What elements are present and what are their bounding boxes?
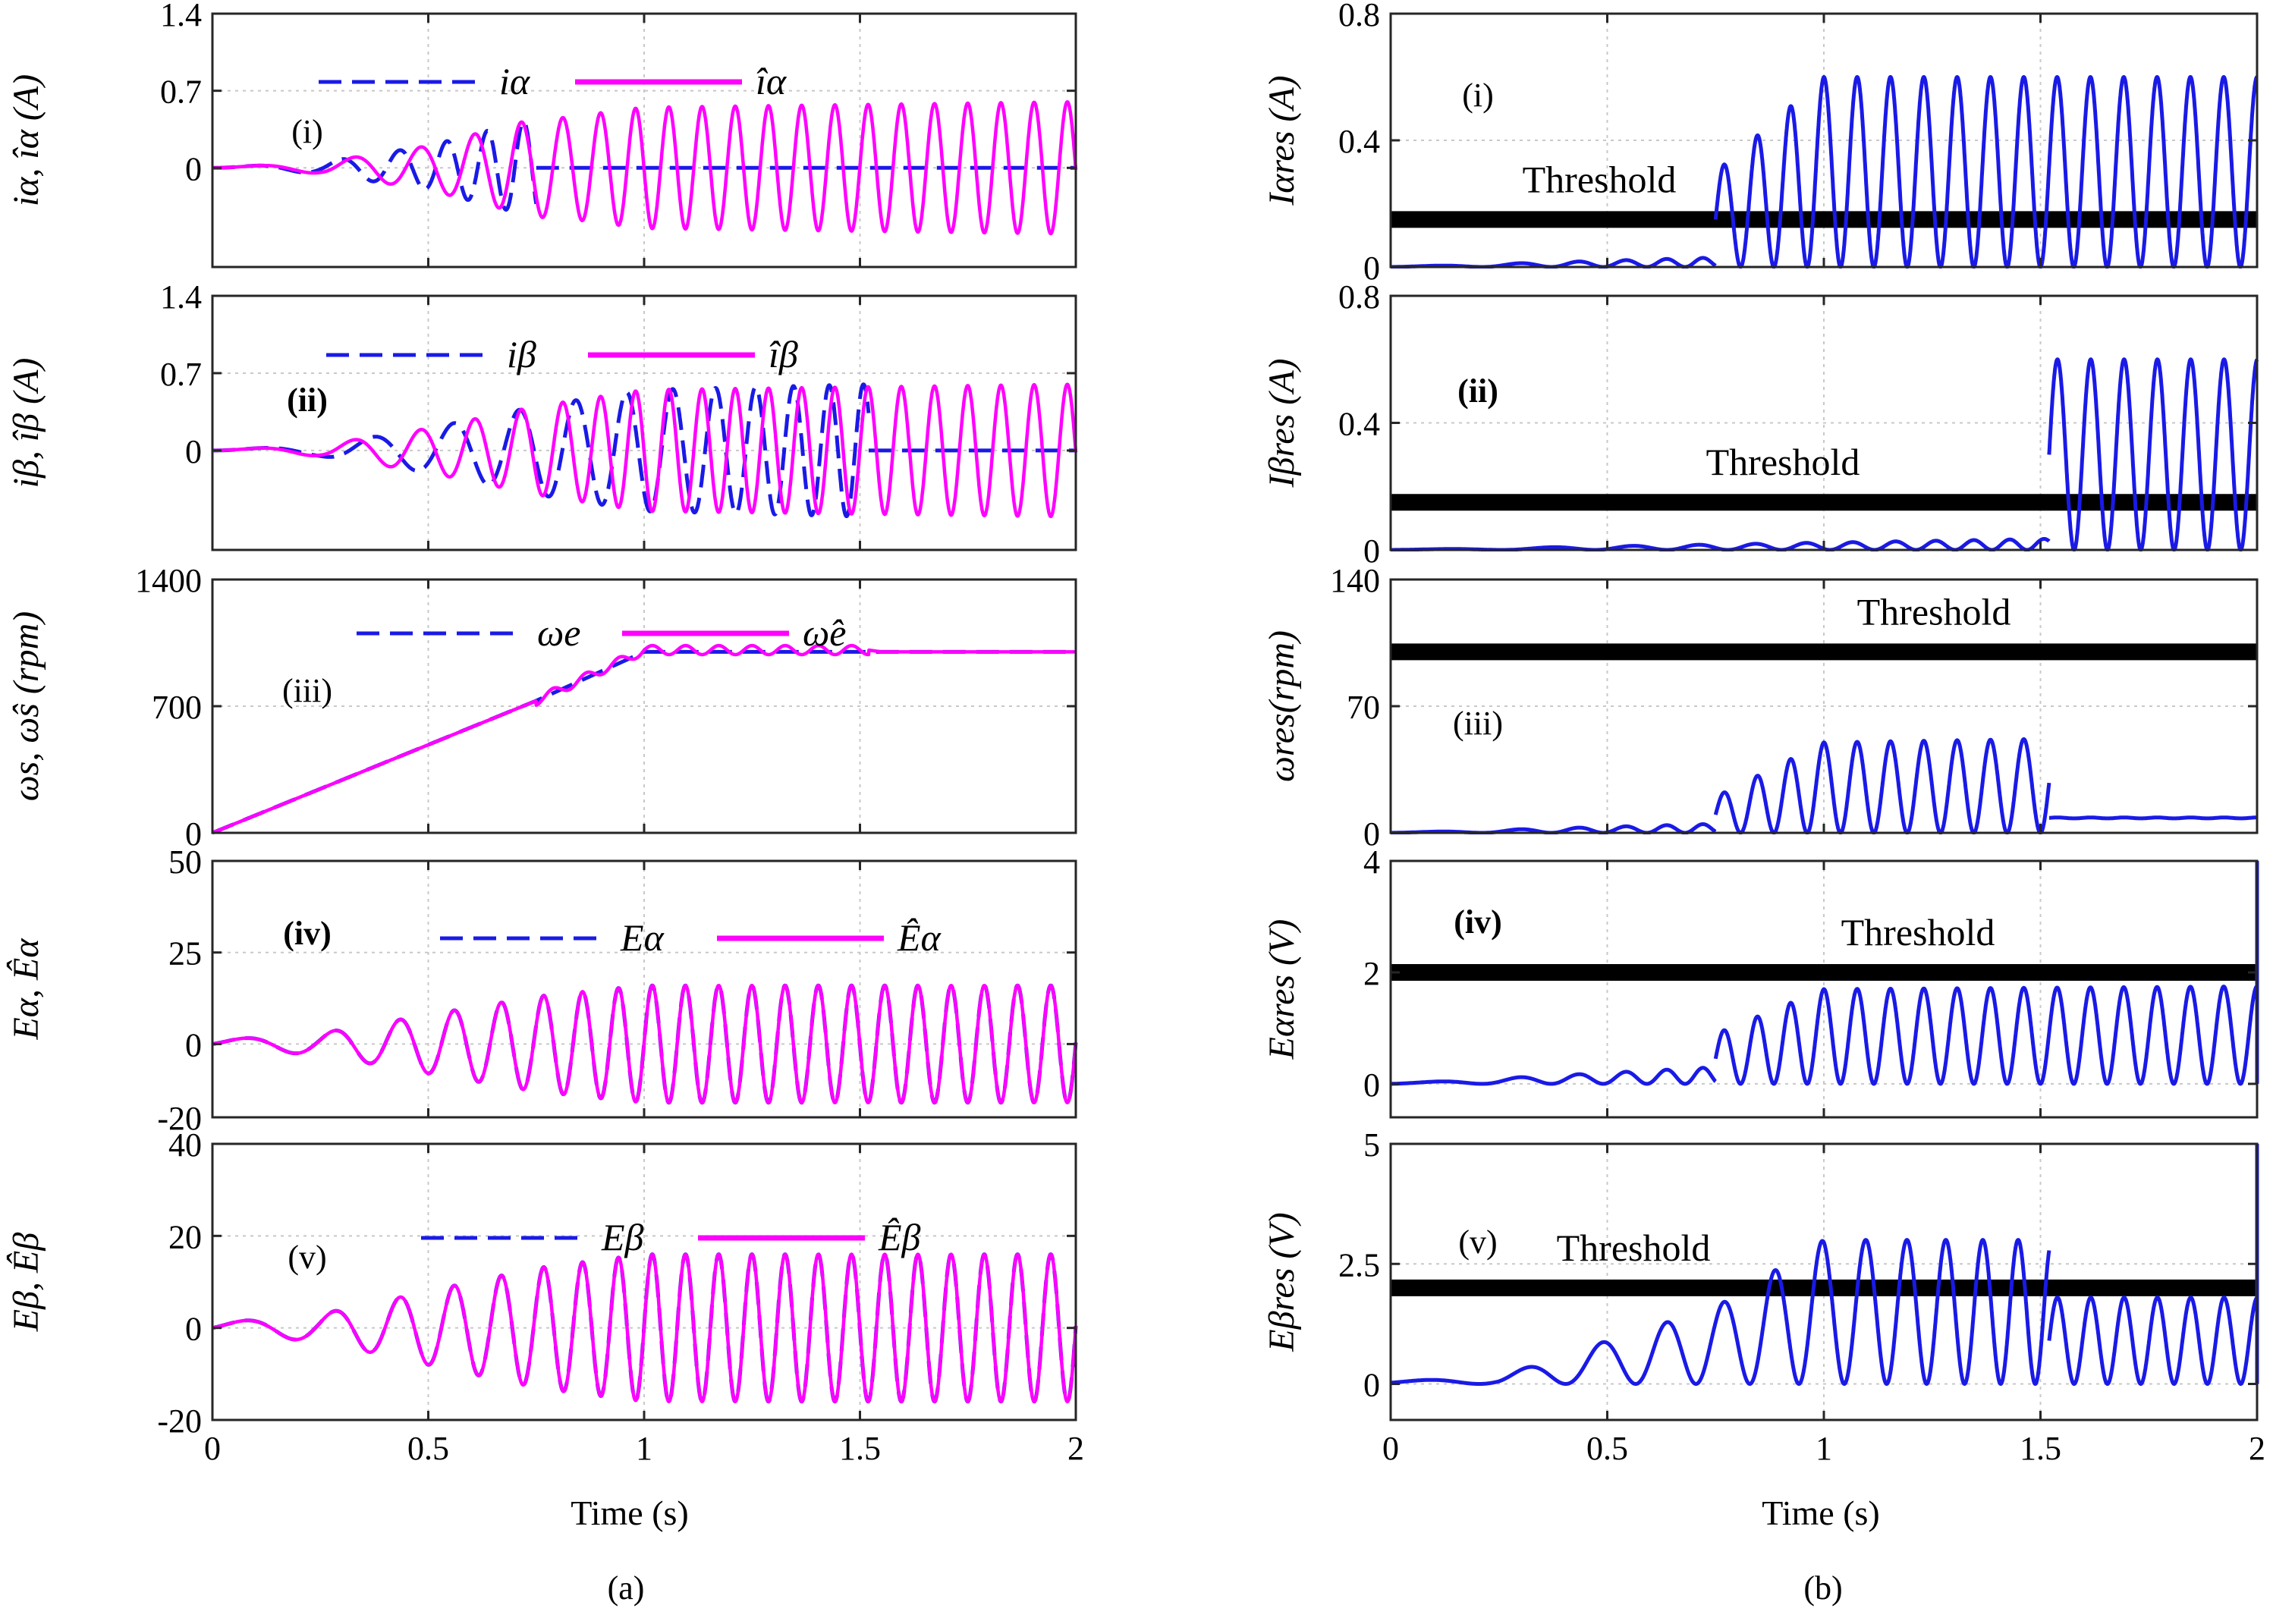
y-axis-title-a5: Eβ, Êβ xyxy=(6,1233,46,1333)
y-tick-label: 0 xyxy=(185,1026,202,1063)
y-tick-label: 0.4 xyxy=(1338,123,1380,160)
threshold-label-b3: Threshold xyxy=(1857,590,2011,633)
legend-label-a1-0: iα xyxy=(499,60,531,102)
panel-label-b2: (ii) xyxy=(1457,372,1498,410)
y-tick-label: 0 xyxy=(1363,1367,1380,1404)
y-tick-label: 700 xyxy=(152,689,202,726)
y-tick-label: 20 xyxy=(168,1218,202,1255)
y-axis-title-a4: Eα, Êα xyxy=(6,938,46,1041)
plot-area-a1 xyxy=(212,100,1078,236)
y-tick-label: 0.7 xyxy=(160,74,202,111)
legend-label-a2-0: iβ xyxy=(507,333,536,375)
y-tick-label: 1.4 xyxy=(160,0,202,33)
y-tick-label: 0.4 xyxy=(1338,406,1380,443)
caption-a: (a) xyxy=(608,1569,645,1607)
panel-label-a1: (i) xyxy=(291,113,323,150)
y-tick-label: 0 xyxy=(1363,815,1380,853)
y-tick-label: 1.4 xyxy=(160,278,202,316)
panel-label-a3: (iii) xyxy=(282,672,332,709)
y-tick-label: 0 xyxy=(1363,532,1380,570)
x-tick-label: 0.5 xyxy=(1586,1430,1628,1467)
y-tick-label: 0 xyxy=(185,433,202,470)
panel-label-b5: (v) xyxy=(1458,1223,1497,1261)
x-tick-label: 0 xyxy=(204,1430,221,1467)
y-axis-title-a2: iβ, îβ (A) xyxy=(6,358,46,488)
y-axis-title-a3: ωs, ω̂s (rpm) xyxy=(6,611,46,801)
legend-label-a1-1: îα xyxy=(756,60,788,102)
x-tick-label: 0 xyxy=(1382,1430,1399,1467)
x-tick-label: 1 xyxy=(1816,1430,1832,1467)
panel-label-a5: (v) xyxy=(288,1239,326,1276)
plot-area-a5 xyxy=(212,1252,1078,1404)
series-a2-1 xyxy=(212,382,1078,519)
y-tick-label: 0 xyxy=(185,815,202,853)
y-tick-label: 140 xyxy=(1330,562,1380,599)
y-tick-label: 25 xyxy=(168,935,202,972)
series-a5-1 xyxy=(212,1252,1078,1403)
y-tick-label: 50 xyxy=(168,843,202,881)
plot-area-a3 xyxy=(212,643,1077,834)
y-tick-label: 70 xyxy=(1347,689,1380,726)
x-tick-label: 2 xyxy=(2249,1430,2265,1467)
x-tick-label: 2 xyxy=(1067,1430,1084,1467)
y-tick-label: 0 xyxy=(1363,250,1380,287)
y-tick-label: 2.5 xyxy=(1338,1246,1380,1283)
legend-label-a4-0: Eα xyxy=(620,916,665,959)
caption-b: (b) xyxy=(1803,1569,1842,1607)
legend-label-a3-0: ωe xyxy=(537,611,581,654)
plot-area-a4 xyxy=(212,983,1078,1105)
x-tick-label: 1 xyxy=(636,1430,652,1467)
legend-label-a3-1: ω̂e xyxy=(803,611,847,654)
frames-layer xyxy=(211,12,2259,1421)
panel-label-b1: (i) xyxy=(1462,77,1494,114)
series-a3-1 xyxy=(212,643,1077,834)
x-tick-label: 1.5 xyxy=(2020,1430,2061,1467)
threshold-label-b4: Threshold xyxy=(1841,911,1995,953)
threshold-label-b5: Threshold xyxy=(1557,1227,1711,1269)
series-a4-1 xyxy=(212,983,1078,1104)
panel-label-a4: (iv) xyxy=(283,915,332,952)
y-axis-title-b3: ωres(rpm) xyxy=(1262,630,1302,782)
legend-label-a2-1: îβ xyxy=(769,333,798,375)
y-tick-label: -20 xyxy=(157,1100,202,1137)
y-axis-title-b4: Eαres (V) xyxy=(1262,919,1302,1060)
x-axis-title-b: Time (s) xyxy=(1762,1494,1880,1532)
series-a1-1 xyxy=(212,100,1078,236)
legend-label-a5-1: Êβ xyxy=(878,1216,921,1258)
y-tick-label: 0.8 xyxy=(1338,278,1380,316)
y-axis-title-b1: Iαres (A) xyxy=(1262,75,1302,206)
y-tick-label: 5 xyxy=(1363,1126,1380,1164)
panel-label-b3: (iii) xyxy=(1453,705,1503,742)
y-axis-title-a1: iα, îα (A) xyxy=(6,74,46,206)
y-tick-label: 0.8 xyxy=(1338,0,1380,33)
threshold-label-b2: Threshold xyxy=(1706,441,1860,483)
plot-area-a2 xyxy=(212,382,1078,519)
plot-area-b4 xyxy=(1391,861,2259,1086)
y-axis-title-b5: Eβres (V) xyxy=(1262,1212,1302,1352)
x-tick-label: 0.5 xyxy=(407,1430,449,1467)
y-tick-label: 0.7 xyxy=(160,356,202,393)
panel-label-b4: (iv) xyxy=(1454,903,1502,941)
y-tick-label: -20 xyxy=(157,1403,202,1440)
text-layer: 0 0.7 1.4 iα, îα (A) (i) iα îα 0 0.7 1.4 iβ, îβ (A… xyxy=(6,0,2265,1467)
y-tick-label: 0 xyxy=(185,150,202,187)
panel-label-a2: (ii) xyxy=(287,382,328,419)
x-axis-title-a: Time (s) xyxy=(571,1494,689,1532)
x-tick-label: 1.5 xyxy=(839,1430,881,1467)
y-tick-label: 0 xyxy=(185,1311,202,1348)
y-tick-label: 4 xyxy=(1363,843,1380,881)
data-layer xyxy=(212,75,2259,1404)
y-axis-title-b2: Iβres (A) xyxy=(1262,358,1302,488)
y-tick-label: 40 xyxy=(168,1126,202,1164)
legend-label-a4-1: Êα xyxy=(897,916,942,959)
y-tick-label: 2 xyxy=(1363,955,1380,992)
threshold-label-b1: Threshold xyxy=(1523,158,1677,200)
y-tick-label: 0 xyxy=(1363,1066,1380,1104)
y-tick-label: 1400 xyxy=(135,562,202,599)
legend-label-a5-0: Eβ xyxy=(601,1216,644,1258)
